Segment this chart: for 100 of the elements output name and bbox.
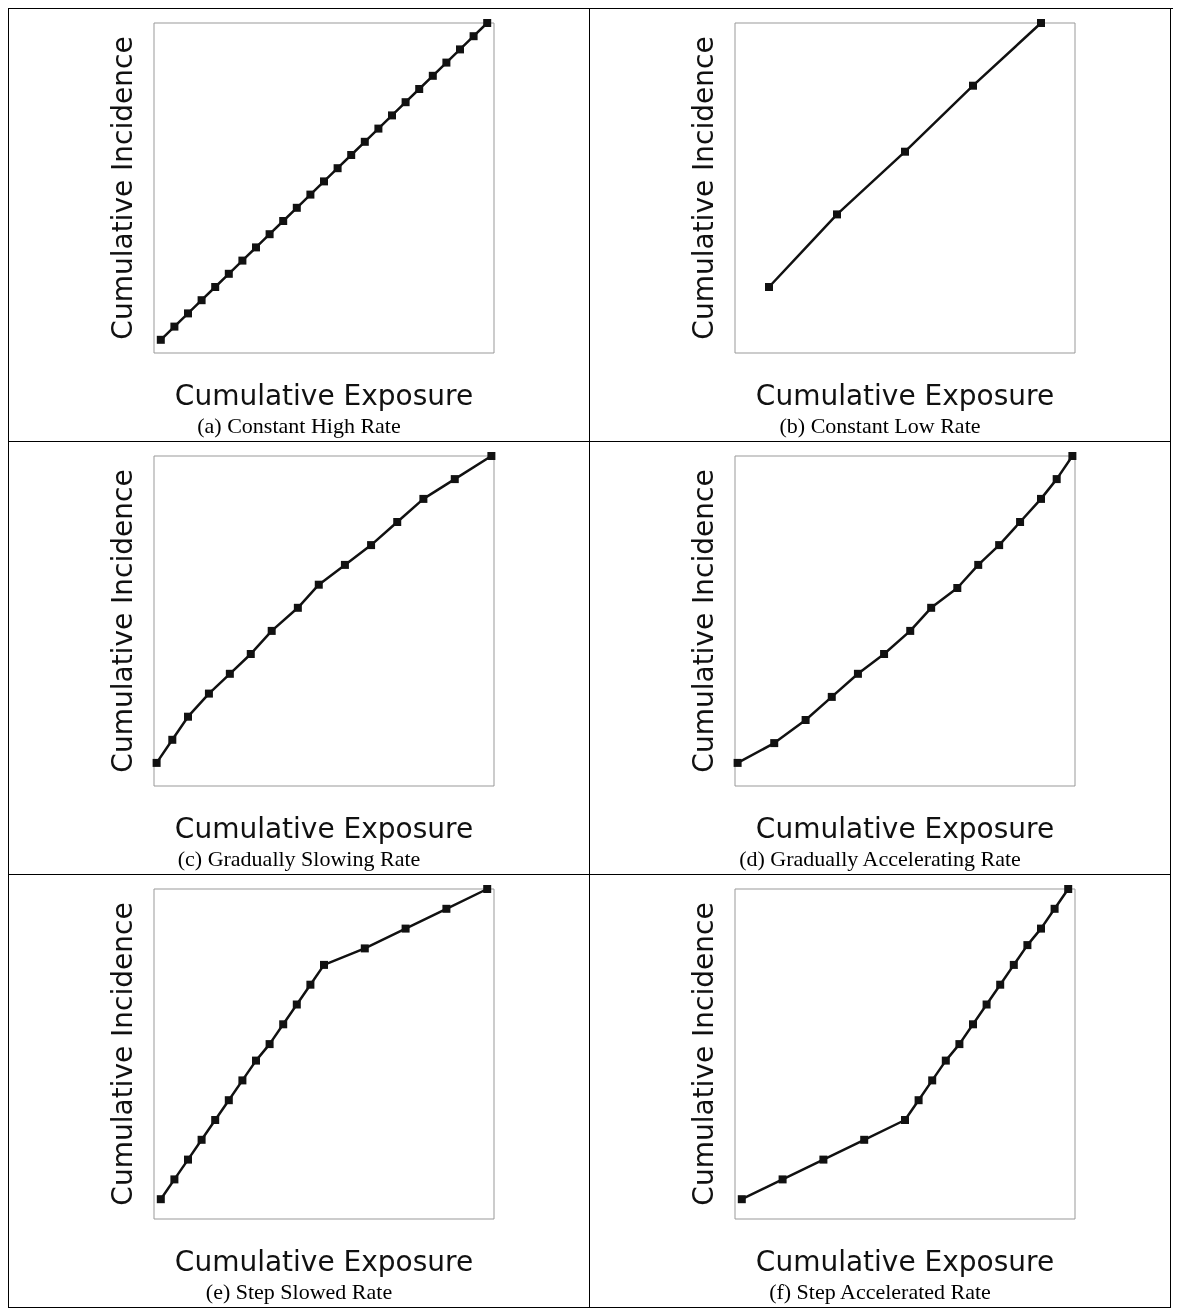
point <box>419 494 428 503</box>
point <box>1037 924 1045 933</box>
point <box>211 283 220 291</box>
point <box>969 81 977 90</box>
point <box>442 58 451 67</box>
point <box>197 1135 206 1144</box>
point <box>340 560 349 569</box>
x-axis-title: Cumulative Exposure <box>174 1244 474 1278</box>
point <box>225 669 234 678</box>
point <box>415 85 424 93</box>
point <box>211 1116 220 1124</box>
y-axis-title: Cumulative Incidence <box>105 469 139 773</box>
point <box>853 669 862 678</box>
point <box>374 124 383 133</box>
point <box>252 1056 260 1065</box>
point <box>928 1076 937 1085</box>
point <box>197 296 206 305</box>
x-axis-title: Cumulative Exposure <box>755 378 1055 412</box>
point <box>292 203 301 212</box>
point <box>1068 452 1077 460</box>
text: (c) Gradually Slowing Rate <box>177 845 421 871</box>
point <box>974 560 983 569</box>
point <box>292 1000 301 1009</box>
point <box>880 650 889 658</box>
point <box>450 475 459 484</box>
point <box>819 1155 828 1164</box>
text: (a) Constant High Rate <box>197 412 401 438</box>
point <box>388 111 396 120</box>
point <box>156 335 165 344</box>
point <box>982 1000 991 1009</box>
point <box>941 1056 950 1065</box>
point <box>224 1096 233 1105</box>
point <box>224 269 233 278</box>
point <box>483 19 492 27</box>
point <box>1037 494 1045 503</box>
point <box>393 518 402 526</box>
point <box>238 1076 247 1085</box>
point <box>1023 941 1032 950</box>
point <box>955 1040 964 1049</box>
point <box>1037 19 1045 27</box>
point <box>995 541 1004 550</box>
point <box>265 1040 274 1049</box>
point <box>827 692 836 701</box>
point <box>1050 904 1059 913</box>
point <box>347 151 356 159</box>
point <box>279 217 288 225</box>
point <box>442 904 451 913</box>
point <box>279 1020 288 1029</box>
point <box>265 230 274 239</box>
point <box>996 980 1005 989</box>
point <box>246 650 255 658</box>
y-axis-title: Cumulative Incidence <box>686 902 720 1206</box>
point <box>483 885 492 893</box>
text: (d) Gradually Accelerating Rate <box>739 845 1021 871</box>
point <box>456 45 464 54</box>
x-axis-title: Cumulative Exposure <box>174 811 474 845</box>
point <box>184 1155 192 1164</box>
point <box>184 712 192 721</box>
point <box>401 98 410 107</box>
text: (e) Step Slowed Rate <box>205 1278 393 1304</box>
point <box>733 758 742 767</box>
y-axis-title: Cumulative Incidence <box>105 902 139 1206</box>
point <box>765 283 773 291</box>
x-axis-title: Cumulative Exposure <box>174 378 474 412</box>
point <box>360 944 369 953</box>
point <box>901 147 909 156</box>
point <box>320 177 328 186</box>
point <box>487 452 496 460</box>
point <box>367 541 376 550</box>
point <box>168 735 177 744</box>
point <box>428 71 437 80</box>
x-axis-title: Cumulative Exposure <box>755 1244 1055 1278</box>
point <box>306 190 315 199</box>
point <box>238 256 247 265</box>
point <box>293 603 302 612</box>
point <box>360 137 369 146</box>
point <box>1009 960 1018 969</box>
point <box>170 322 179 331</box>
point <box>969 1020 977 1029</box>
point <box>778 1175 787 1184</box>
text: (f) Step Accelerated Rate <box>769 1278 991 1304</box>
text: (b) Constant Low Rate <box>779 412 981 438</box>
point <box>770 739 779 748</box>
point <box>737 1195 746 1204</box>
point <box>401 924 410 933</box>
point <box>927 603 936 612</box>
point <box>833 210 841 219</box>
point <box>1016 518 1025 526</box>
point <box>901 1116 909 1124</box>
point <box>320 960 328 969</box>
y-axis-title: Cumulative Incidence <box>105 36 139 340</box>
point <box>801 716 810 724</box>
y-axis-title: Cumulative Incidence <box>686 469 720 773</box>
point <box>184 309 192 318</box>
point <box>906 626 915 635</box>
point <box>860 1135 869 1144</box>
point <box>170 1175 179 1184</box>
point <box>469 32 478 41</box>
point <box>333 164 342 173</box>
y-axis-title: Cumulative Incidence <box>686 36 720 340</box>
